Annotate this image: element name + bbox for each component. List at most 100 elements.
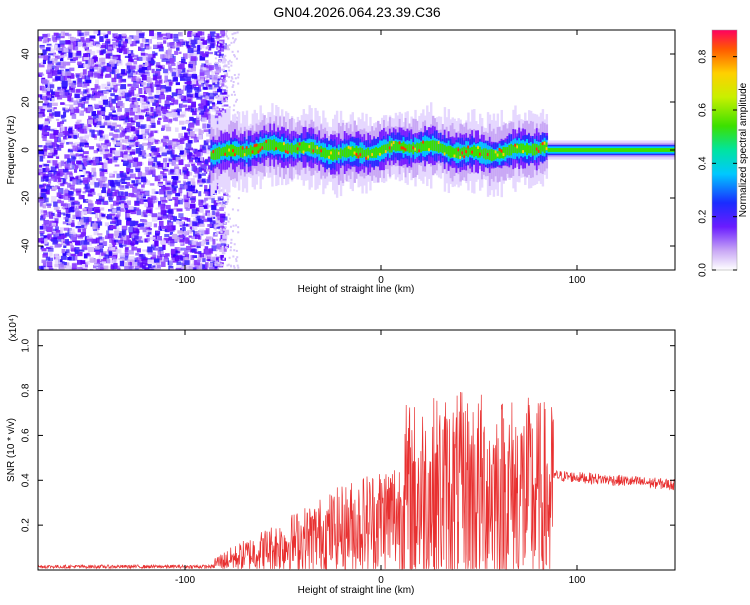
spectrogram-cell bbox=[202, 213, 207, 216]
spectrogram-cell bbox=[155, 110, 162, 116]
spectrogram-cell bbox=[206, 236, 212, 240]
spectrogram-cell bbox=[57, 49, 62, 53]
spectrogram-cell bbox=[345, 146, 349, 158]
spectrogram-cell bbox=[224, 85, 227, 88]
snr-y-tick-label: 0.2 bbox=[21, 518, 32, 532]
spectrogram-cell bbox=[226, 86, 229, 89]
spectrogram-cell bbox=[132, 82, 139, 88]
spectrogram-cell bbox=[135, 76, 140, 82]
spectrogram-cell bbox=[141, 105, 148, 109]
spectrogram-cell bbox=[188, 37, 193, 43]
spectrogram-cell bbox=[115, 83, 121, 86]
spectrogram-cell bbox=[178, 114, 185, 118]
spectrogram-cell bbox=[95, 200, 100, 204]
spectrogram-cell bbox=[451, 147, 454, 158]
spectrogram-cell bbox=[107, 153, 112, 157]
spectrogram-cell bbox=[97, 217, 101, 224]
spectrogram-cell bbox=[98, 156, 102, 162]
spectrogram-cell bbox=[77, 251, 83, 257]
spectrogram-cell bbox=[119, 132, 124, 138]
spectrogram-cell bbox=[181, 59, 186, 63]
spectrogram-cell bbox=[171, 92, 178, 97]
spectrogram-cell bbox=[41, 126, 47, 130]
spectrogram-cell bbox=[103, 164, 109, 170]
spectrogram-cell bbox=[147, 252, 153, 255]
spectrogram-cell bbox=[328, 149, 331, 159]
spectrogram-cell bbox=[41, 224, 47, 230]
spectrogram-cell bbox=[226, 264, 229, 267]
spectrogram-cell bbox=[214, 111, 220, 115]
spectrogram-cell bbox=[209, 74, 216, 79]
spectrogram-cell bbox=[165, 32, 171, 38]
spectrogram-cell bbox=[137, 125, 142, 129]
spectrogram-cell bbox=[231, 37, 234, 40]
spectrogram-cell bbox=[223, 211, 226, 214]
spectrogram-cell bbox=[111, 180, 118, 185]
spectrogram-cell bbox=[95, 268, 102, 270]
spectrogram-cell bbox=[70, 163, 77, 170]
spectrogram-cell bbox=[221, 75, 226, 79]
spectrogram-cell bbox=[220, 264, 223, 267]
spectrogram-cell bbox=[102, 257, 107, 263]
spectrogram-cell bbox=[141, 66, 148, 70]
spectrogram-cell bbox=[235, 116, 238, 119]
spectrogram-cell bbox=[298, 144, 302, 152]
spectrogram-cell bbox=[98, 254, 105, 258]
spectrogram-cell bbox=[46, 261, 53, 267]
spectrogram-cell bbox=[202, 67, 207, 71]
spectrogram-cell bbox=[207, 101, 213, 104]
spectrogram-cell bbox=[216, 147, 219, 160]
spectrogram-cell bbox=[207, 194, 212, 197]
spectrogram-cell bbox=[132, 97, 136, 100]
spectrogram-cell bbox=[173, 33, 179, 39]
spectrogram-cell bbox=[225, 35, 228, 38]
spectrogram-cell bbox=[146, 102, 151, 109]
spectrogram-cell bbox=[178, 133, 184, 139]
spectrogram-cell bbox=[93, 64, 99, 68]
spectrogram-cell bbox=[205, 108, 209, 113]
spectrogram-cell bbox=[121, 34, 127, 39]
spectrogram-cell bbox=[126, 235, 130, 240]
spectrogram-cell bbox=[169, 231, 174, 235]
spectrogram-cell bbox=[114, 230, 119, 236]
spectrogram-cell bbox=[169, 215, 175, 221]
spectrogram-cell bbox=[208, 45, 212, 51]
spectrogram-cell bbox=[138, 33, 145, 39]
spectrogram-cell bbox=[55, 61, 62, 66]
spectrogram-cell bbox=[203, 75, 208, 79]
spectrogram-cell bbox=[107, 158, 113, 164]
spectrogram-cell bbox=[220, 196, 223, 199]
spectrogram-cell bbox=[93, 150, 99, 154]
spectrogram-cell bbox=[384, 150, 388, 154]
spectrogram-cell bbox=[390, 143, 394, 147]
spectrogram-cell bbox=[124, 108, 130, 113]
spectrogram-cell bbox=[61, 119, 67, 122]
spectrogram-cell bbox=[47, 170, 53, 173]
spectrogram-cell bbox=[39, 218, 46, 221]
spectrogram-cell bbox=[73, 169, 78, 173]
spectrogram-cell bbox=[138, 240, 144, 243]
spectrogram-cell bbox=[220, 254, 224, 260]
spectrogram-cell bbox=[148, 96, 154, 99]
spectrogram-cell bbox=[168, 145, 173, 149]
spectrogram-cell bbox=[73, 254, 78, 261]
spectrogram-cell bbox=[81, 268, 88, 270]
spectrogram-cell bbox=[195, 215, 201, 221]
spectrogram-cell bbox=[170, 67, 175, 73]
spectrogram-cell bbox=[207, 109, 211, 116]
spectrogram-cell bbox=[114, 239, 119, 243]
spectrogram-cell bbox=[190, 79, 197, 85]
spectrogram-cell bbox=[156, 264, 161, 270]
spectrogram-cell bbox=[191, 213, 197, 217]
spectrogram-cell bbox=[93, 66, 99, 70]
spectrogram-cell bbox=[63, 136, 68, 140]
spectrogram-cell bbox=[234, 146, 237, 156]
spectrogram-cell bbox=[70, 245, 75, 252]
spectrogram-cell bbox=[115, 249, 122, 254]
spectrogram-cell bbox=[205, 228, 210, 235]
spectrogram-cell bbox=[151, 148, 157, 152]
spectrogram-cell bbox=[174, 50, 179, 55]
spectrogram-cell bbox=[70, 160, 76, 165]
